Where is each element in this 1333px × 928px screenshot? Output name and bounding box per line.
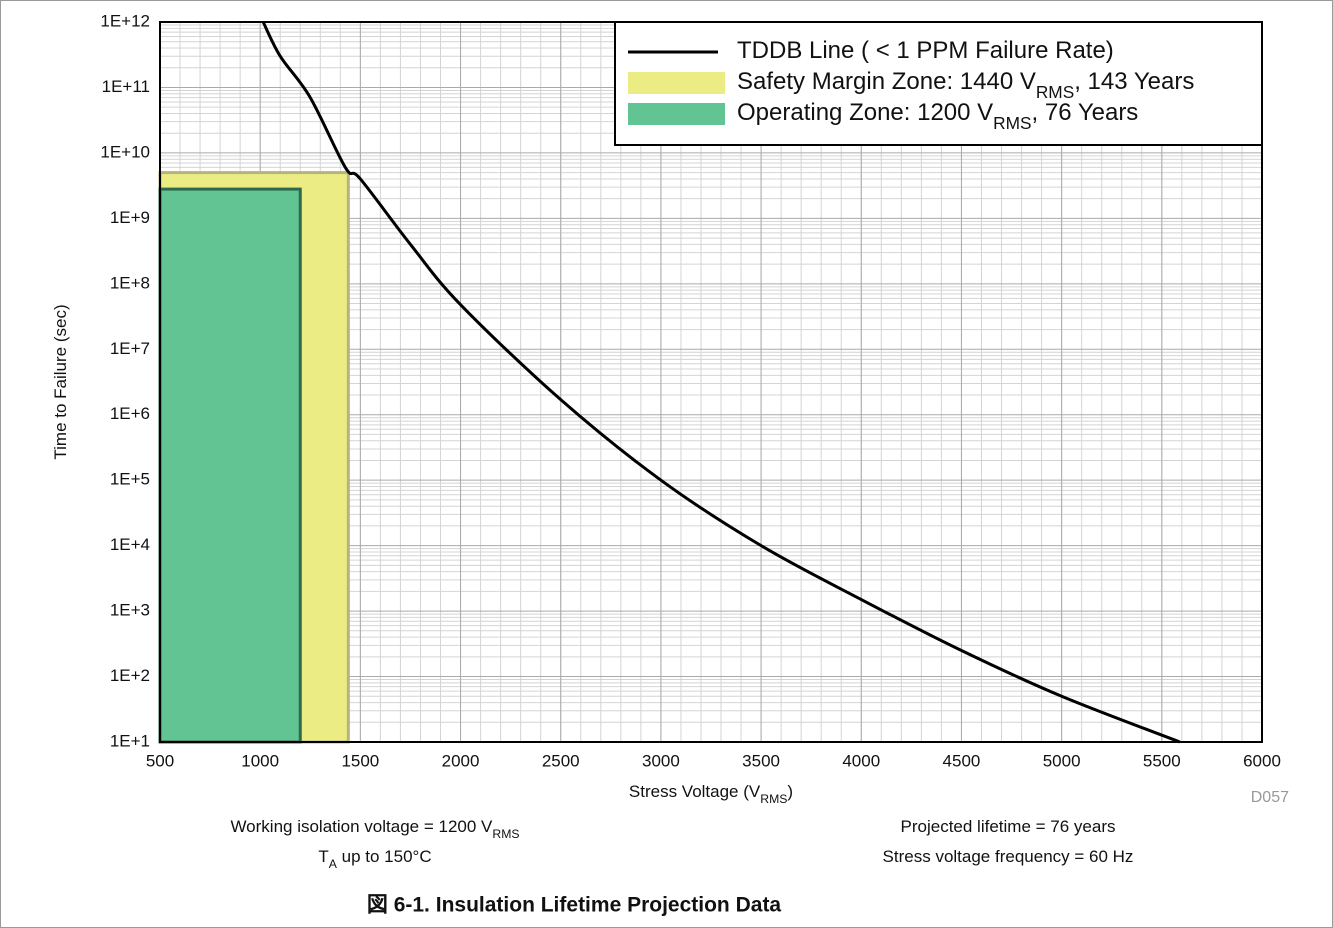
legend-label: Safety Margin Zone: 1440 VRMS, 143 Years [737, 68, 1194, 101]
legend-label-part: , 143 Years [1074, 68, 1194, 95]
annotation: Working isolation voltage = 1200 VRMS [230, 817, 519, 841]
annotation-part: T [318, 847, 328, 866]
x-tick-label: 1000 [241, 751, 279, 770]
annotation: TA up to 150°C [318, 847, 431, 871]
y-tick-label: 1E+12 [100, 11, 150, 30]
x-tick-label: 4500 [943, 751, 981, 770]
annotation-part: Projected lifetime = 76 years [901, 817, 1116, 836]
annotation-part: Working isolation voltage = 1200 V [230, 817, 493, 836]
x-tick-label: 4000 [842, 751, 880, 770]
annotation: Projected lifetime = 76 years [901, 817, 1116, 836]
y-tick-label: 1E+7 [110, 339, 150, 358]
y-axis-label-part: Time to Failure (sec) [51, 304, 70, 459]
x-tick-label: 2000 [442, 751, 480, 770]
legend-label: Operating Zone: 1200 VRMS, 76 Years [737, 99, 1138, 132]
x-tick-label: 5500 [1143, 751, 1181, 770]
y-tick-label: 1E+1 [110, 731, 150, 750]
x-tick-label: 3000 [642, 751, 680, 770]
y-tick-label: 1E+8 [110, 273, 150, 292]
y-tick-label: 1E+3 [110, 601, 150, 620]
note: D057 [1251, 789, 1289, 806]
y-tick-label: 1E+2 [110, 666, 150, 685]
y-tick-label: 1E+4 [110, 535, 150, 554]
legend-label-part: , 76 Years [1032, 99, 1139, 126]
legend-swatch [628, 72, 725, 94]
x-tick-label: 500 [146, 751, 174, 770]
x-tick-label: 2500 [542, 751, 580, 770]
annotation-part: A [329, 857, 338, 871]
y-tick-label: 1E+5 [110, 470, 150, 489]
x-axis-label-part: RMS [760, 792, 787, 806]
annotation-part: Stress voltage frequency = 60 Hz [883, 847, 1134, 866]
annotation: Stress voltage frequency = 60 Hz [883, 847, 1134, 866]
annotation-part: RMS [492, 827, 519, 841]
x-tick-label: 5000 [1043, 751, 1081, 770]
x-tick-label: 3500 [742, 751, 780, 770]
y-tick-label: 1E+6 [110, 404, 150, 423]
y-tick-label: 1E+11 [102, 77, 150, 96]
legend-label-part: TDDB Line ( < 1 PPM Failure Rate) [737, 37, 1114, 64]
chart-title: 図 6-1. Insulation Lifetime Projection Da… [367, 894, 782, 917]
y-tick-label: 1E+9 [110, 208, 150, 227]
legend-label-part: Safety Margin Zone: 1440 V [737, 68, 1036, 95]
legend-label-part: RMS [1036, 82, 1074, 102]
legend-label-part: Operating Zone: 1200 V [737, 99, 993, 126]
x-axis-label: Stress Voltage (VRMS) [629, 782, 793, 806]
legend-swatch [628, 103, 725, 125]
x-axis-label-part: ) [787, 782, 793, 801]
legend-label-part: RMS [993, 113, 1031, 133]
legend-label: TDDB Line ( < 1 PPM Failure Rate) [737, 37, 1114, 64]
x-axis-label-part: Stress Voltage (V [629, 782, 761, 801]
x-tick-label: 1500 [341, 751, 379, 770]
zone [158, 187, 302, 744]
y-tick-label: 1E+10 [100, 142, 150, 161]
x-tick-label: 6000 [1243, 751, 1281, 770]
series-line [261, 21, 1181, 744]
annotation-part: up to 150°C [337, 847, 432, 866]
y-axis-label: Time to Failure (sec) [51, 304, 70, 459]
